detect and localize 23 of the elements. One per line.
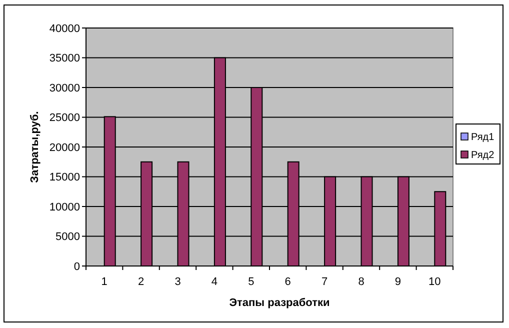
x-tick-label: 3 — [174, 276, 181, 288]
y-tick-label: 30000 — [49, 82, 80, 94]
y-tick-label: 15000 — [49, 172, 80, 184]
x-tick-label: 7 — [321, 276, 328, 288]
x-tick-label: 10 — [428, 276, 441, 288]
x-tick-label: 4 — [211, 276, 218, 288]
y-tick-label: 20000 — [49, 142, 80, 154]
legend-label: Ряд1 — [471, 132, 495, 143]
x-axis-title: Этапы разработки — [229, 297, 330, 309]
y-tick-label: 0 — [74, 260, 80, 273]
y-axis-title: Затраты,руб. — [29, 111, 41, 183]
x-tick-label: 2 — [138, 276, 144, 288]
x-tick-label: 5 — [248, 276, 254, 288]
x-tick-label: 6 — [284, 276, 291, 288]
x-tick-label: 1 — [101, 276, 108, 288]
y-tick-label: 25000 — [49, 112, 80, 124]
legend-label: Ряд2 — [471, 150, 495, 161]
y-tick-label: 35000 — [49, 52, 80, 65]
y-tick-label: 5000 — [56, 231, 80, 244]
y-tick-label: 10000 — [49, 201, 80, 214]
y-tick-label: 40000 — [49, 22, 80, 35]
x-tick-label: 8 — [358, 276, 364, 288]
x-tick-label: 9 — [394, 276, 402, 288]
